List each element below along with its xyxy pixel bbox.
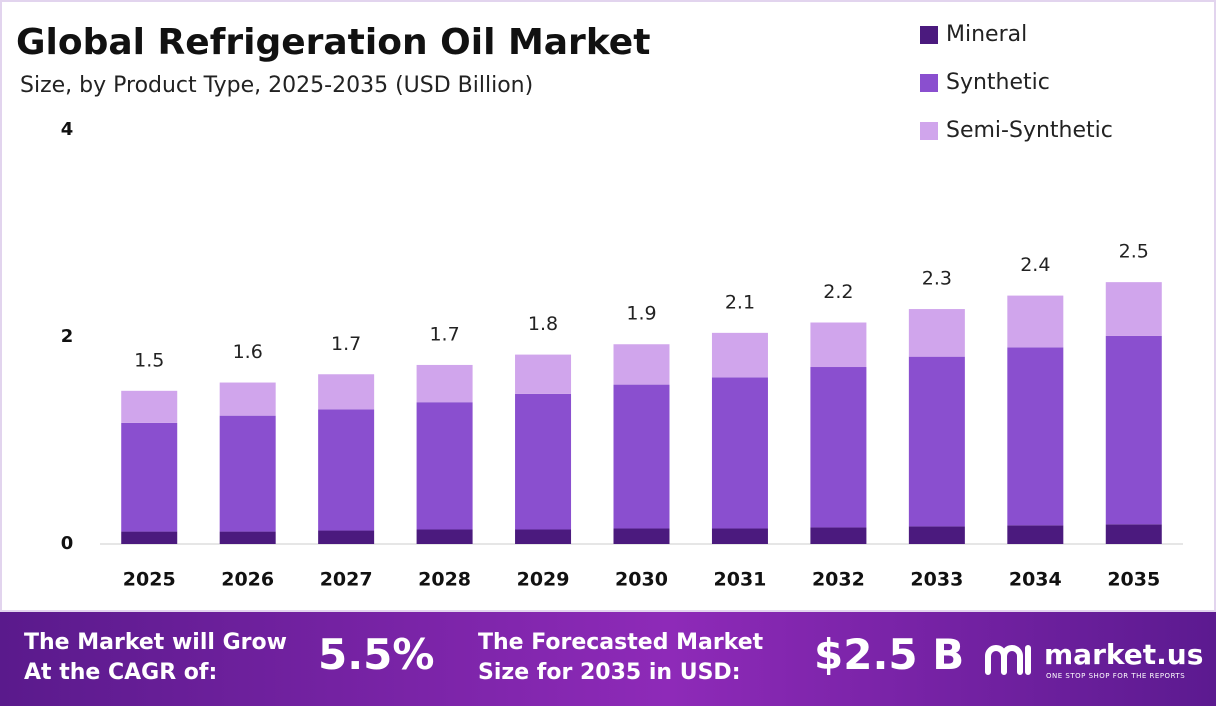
total-label: 2.5 bbox=[1119, 241, 1149, 263]
cagr-value: 5.5% bbox=[318, 630, 435, 679]
bar-segment bbox=[416, 402, 473, 530]
bar-segment bbox=[810, 527, 867, 544]
legend-swatch bbox=[920, 122, 938, 140]
y-tick-label: 4 bbox=[61, 119, 74, 140]
bar-segment bbox=[515, 529, 572, 544]
legend-label: Semi-Synthetic bbox=[946, 118, 1113, 143]
chart-subtitle: Size, by Product Type, 2025-2035 (USD Bi… bbox=[20, 73, 533, 98]
bar-segment bbox=[1007, 525, 1064, 544]
bar-segment bbox=[121, 531, 178, 544]
x-tick-label: 2026 bbox=[221, 569, 274, 591]
x-tick-label: 2027 bbox=[320, 569, 373, 591]
brand: market.us bbox=[1044, 638, 1204, 671]
bar-segment bbox=[515, 393, 572, 530]
legend-swatch bbox=[920, 74, 938, 92]
bar-segment bbox=[711, 332, 768, 378]
bar-segment bbox=[613, 344, 670, 385]
bar-segment bbox=[1105, 524, 1162, 544]
bar-segment bbox=[121, 390, 178, 423]
y-tick-label: 0 bbox=[61, 533, 74, 554]
total-label: 2.4 bbox=[1020, 254, 1050, 276]
bar-segment bbox=[318, 374, 375, 410]
bar-segment bbox=[908, 309, 965, 357]
bar-segment bbox=[711, 377, 768, 529]
bar-segment bbox=[810, 322, 867, 368]
x-tick-label: 2029 bbox=[517, 569, 570, 591]
bar-segment bbox=[121, 422, 178, 532]
legend-label: Mineral bbox=[946, 22, 1027, 47]
bar-segment bbox=[613, 384, 670, 529]
bar-segment bbox=[219, 415, 276, 532]
footer: The Market will Grow At the CAGR of: 5.5… bbox=[0, 612, 1216, 706]
x-tick-label: 2034 bbox=[1009, 569, 1062, 591]
frame bbox=[0, 0, 1216, 612]
x-tick-label: 2028 bbox=[418, 569, 471, 591]
total-label: 1.6 bbox=[233, 341, 263, 363]
bar-segment bbox=[515, 354, 572, 394]
bar-segment bbox=[318, 409, 375, 531]
bar-segment bbox=[1007, 347, 1064, 526]
chart-title: Global Refrigeration Oil Market bbox=[16, 22, 650, 63]
bar-segment bbox=[711, 528, 768, 544]
forecast-text: The Forecasted Market Size for 2035 in U… bbox=[478, 630, 764, 685]
bar-segment bbox=[1007, 295, 1064, 348]
x-tick-label: 2025 bbox=[123, 569, 176, 591]
total-label: 1.7 bbox=[331, 333, 361, 355]
chart: Global Refrigeration Oil Market Size, by… bbox=[0, 0, 1216, 612]
x-tick-label: 2032 bbox=[812, 569, 865, 591]
tagline: ONE STOP SHOP FOR THE REPORTS bbox=[1046, 672, 1186, 680]
x-tick-label: 2031 bbox=[714, 569, 767, 591]
bar-segment bbox=[908, 356, 965, 527]
bar-segment bbox=[219, 531, 276, 544]
x-tick-label: 2035 bbox=[1107, 569, 1160, 591]
total-label: 2.3 bbox=[922, 268, 952, 290]
x-tick-label: 2030 bbox=[615, 569, 668, 591]
x-tick-label: 2033 bbox=[910, 569, 963, 591]
y-tick-label: 2 bbox=[61, 326, 74, 347]
cagr-text: The Market will Grow At the CAGR of: bbox=[24, 630, 287, 685]
bar-segment bbox=[1105, 282, 1162, 336]
bar-segment bbox=[416, 529, 473, 544]
bar-segment bbox=[318, 530, 375, 544]
total-label: 2.1 bbox=[725, 291, 755, 313]
bar-segment bbox=[908, 526, 965, 544]
total-label: 2.2 bbox=[823, 281, 853, 303]
total-label: 1.7 bbox=[429, 323, 459, 345]
bar-segment bbox=[1105, 335, 1162, 525]
legend-label: Synthetic bbox=[946, 70, 1050, 95]
total-label: 1.9 bbox=[626, 303, 656, 325]
bar-segment bbox=[416, 364, 473, 403]
total-label: 1.5 bbox=[134, 349, 164, 371]
bar-segment bbox=[219, 382, 276, 416]
forecast-value: $2.5 B bbox=[814, 630, 965, 679]
brand-logo bbox=[985, 645, 1031, 675]
bar-segment bbox=[613, 528, 670, 544]
legend-swatch bbox=[920, 26, 938, 44]
bar-segment bbox=[810, 367, 867, 528]
total-label: 1.8 bbox=[528, 313, 558, 335]
